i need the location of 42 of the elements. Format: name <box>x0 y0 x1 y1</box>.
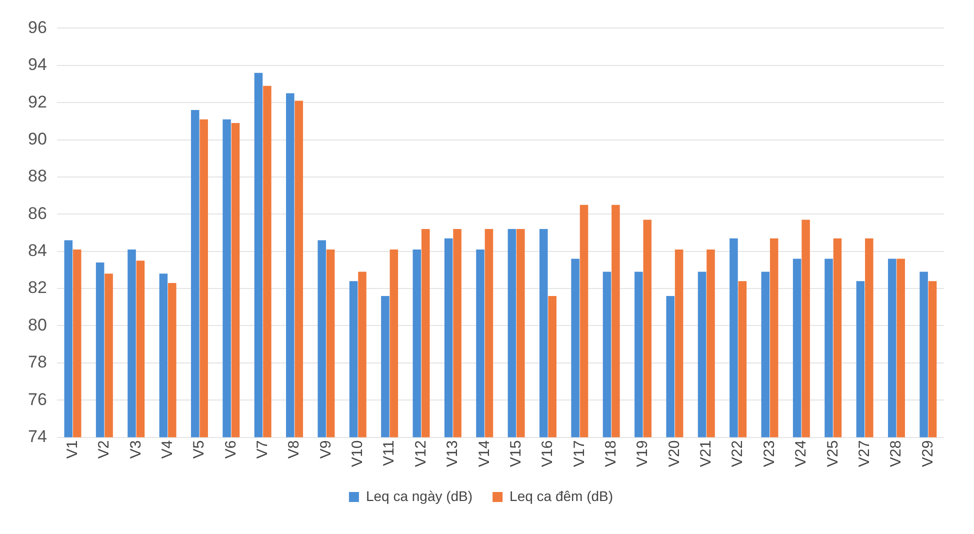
legend-label: Leq ca ngày (dB) <box>366 488 473 504</box>
y-tick-label: 90 <box>28 129 47 148</box>
x-tick-label: V15 <box>507 440 524 468</box>
x-tick-label: V14 <box>476 440 493 468</box>
y-tick-label: 74 <box>28 427 47 446</box>
x-tick-label: V3 <box>127 440 144 459</box>
y-tick-label: 84 <box>28 241 47 260</box>
x-tick-label: V8 <box>286 440 303 459</box>
y-tick-label: 80 <box>28 315 47 334</box>
y-tick-label: 76 <box>28 390 47 409</box>
x-tick-label: V4 <box>158 440 176 459</box>
y-tick-label: 86 <box>28 204 47 223</box>
x-tick-label: V11 <box>380 440 398 466</box>
x-tick-label: V24 <box>792 440 810 468</box>
x-tick-label: V29 <box>919 440 936 468</box>
y-tick-label: 78 <box>28 352 47 372</box>
x-tick-label: V28 <box>888 440 905 468</box>
x-tick-label: V7 <box>254 440 271 459</box>
x-tick-label: V25 <box>824 440 842 468</box>
x-tick-label: V27 <box>856 440 873 468</box>
x-tick-label: V17 <box>570 440 588 468</box>
x-tick-label: V6 <box>222 440 240 459</box>
x-tick-label: V22 <box>729 440 746 468</box>
x-tick-label: V9 <box>317 440 334 459</box>
y-tick-label: 82 <box>28 278 47 298</box>
legend-label: Leq ca đêm (dB) <box>510 488 614 504</box>
x-tick-label: V20 <box>666 440 683 468</box>
x-tick-label: V19 <box>634 440 652 468</box>
x-tick-label: V21 <box>698 440 715 468</box>
y-tick-label: 96 <box>28 18 47 37</box>
x-tick-label: V16 <box>539 440 556 468</box>
x-tick-label: V10 <box>349 440 366 468</box>
y-tick-label: 94 <box>28 55 47 74</box>
x-tick-label: V12 <box>412 440 430 468</box>
x-tick-label: V13 <box>444 440 462 468</box>
y-tick-label: 92 <box>28 92 47 112</box>
x-tick-label: V5 <box>190 440 208 459</box>
x-tick-label: V2 <box>96 440 113 459</box>
y-tick-label: 88 <box>28 166 47 186</box>
x-tick-label: V1 <box>64 440 81 459</box>
x-tick-label: V18 <box>602 440 620 468</box>
x-tick-label: V23 <box>760 440 778 468</box>
